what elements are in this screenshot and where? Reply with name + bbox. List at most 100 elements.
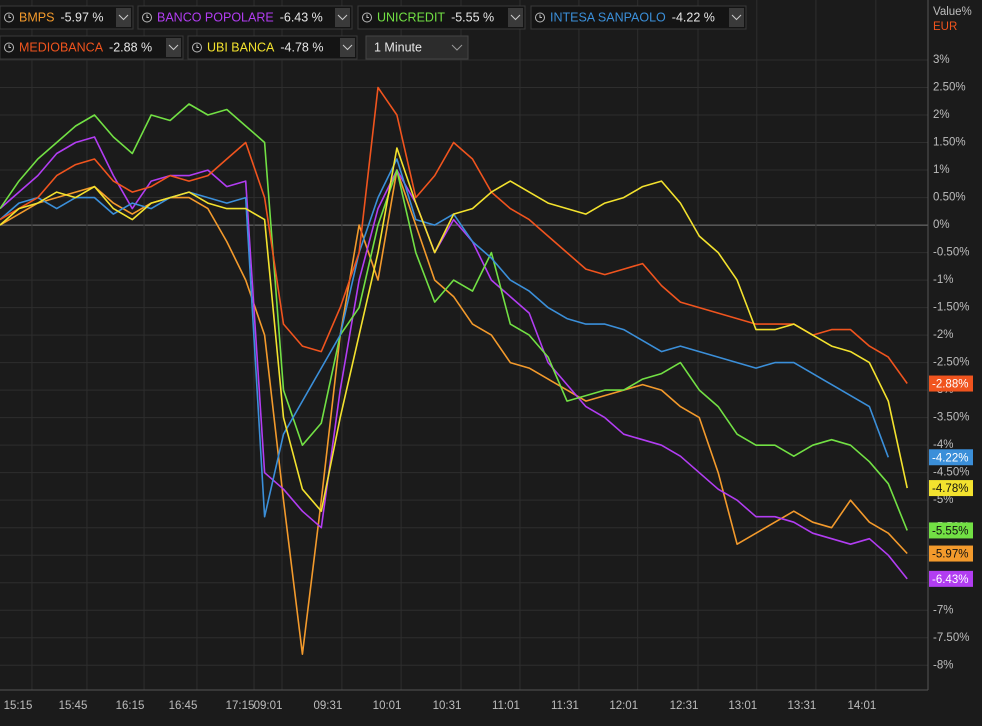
y-tick-label: 0% [933,219,950,231]
legend-box[interactable] [0,35,184,60]
interval-label[interactable]: 1 Minute [374,40,422,54]
x-tick-label: 16:45 [169,700,198,712]
legend-dropdown[interactable] [508,8,523,27]
x-tick-label: 12:31 [670,700,699,712]
y-tick-label: -1.50% [933,302,969,314]
legend-dropdown-arrow [731,14,742,21]
series-line [0,136,908,580]
y-tick-label: -2% [933,329,953,341]
value-tag [929,375,973,392]
legend-clock-icon [535,12,545,23]
series-line [0,103,908,531]
plot-lines [0,86,908,655]
series-line [0,86,908,384]
legend-value: -5.97 % [60,10,103,24]
legend-item[interactable]: BANCO POPOLARE -6.43 % [137,5,353,30]
value-tag [929,449,973,466]
x-tick-label: 17:15 [226,700,255,712]
value-tag-label: -5.55% [932,525,968,537]
legend-name: UNICREDIT [377,10,445,24]
value-tag-label: -2.88% [932,379,968,391]
legend-dropdown[interactable] [116,8,131,27]
legend-dropdown-arrow [168,44,179,51]
value-tag [929,480,973,497]
x-tick-label: 12:01 [609,700,638,712]
legend-value: -5.55 % [451,10,494,24]
grid [0,0,928,690]
y-tick-label: -8% [933,659,953,671]
legend-dropdown-arrow [118,14,129,21]
currency-label: EUR [933,21,957,33]
x-tick-label: 16:15 [116,700,145,712]
value-tag-label: -4.22% [932,452,968,464]
legend-name: INTESA SANPAOLO [550,10,666,24]
legend-item[interactable]: MEDIOBANCA -2.88 % [0,35,184,60]
legend-box[interactable] [0,5,134,30]
interval-selector[interactable]: 1 Minute [365,35,469,60]
y-tick-label: -3.50% [933,412,969,424]
legend-item[interactable]: BMPS -5.97 % [0,5,134,30]
y-tick-label: -4% [933,439,953,451]
legend-clock-icon [362,12,372,23]
legend-dropdown[interactable] [340,38,355,57]
legend-clock-icon [4,42,14,53]
x-tick-label: 13:01 [728,700,757,712]
legend-dropdown-arrow [510,14,521,21]
y-tick-label: -7.50% [933,632,969,644]
legend-clock-hand [8,44,11,48]
y-tick-label: -1% [933,274,953,286]
axis-labels: 3% 2.50% 2% 1.50% 1% 0.50% 0% -0.50% -1% -1.50% -2… [4,54,973,712]
legend-value: -4.22 % [672,10,715,24]
y-tick-label: -2.50% [933,357,969,369]
legend-clock-hand [539,14,542,18]
y-tick-label: 2.50% [933,82,966,94]
legend: BMPS -5.97 % BANCO POPOLARE -6.43 % UNICREDI… [0,5,747,60]
y-tick-label: 1.50% [933,137,966,149]
axis-title: Value% [933,6,972,18]
legend-dropdown[interactable] [729,8,744,27]
value-tag-label: -6.43% [932,574,968,586]
legend-item[interactable]: UNICREDIT -5.55 % [357,5,526,30]
legend-box[interactable] [137,5,353,30]
legend-dropdown-arrow [337,14,348,21]
legend-item[interactable]: UBI BANCA -4.78 % [187,35,358,60]
legend-name: BANCO POPOLARE [157,10,274,24]
x-tick-label: 15:45 [59,700,88,712]
value-tag-label: -4.78% [932,483,968,495]
x-tick-label: 11:01 [492,700,520,712]
value-tag [929,570,973,587]
legend-dropdown[interactable] [166,38,181,57]
legend-dropdown-arrow [342,44,353,51]
series-line [0,158,890,518]
legend-value: -4.78 % [280,40,323,54]
x-tick-label: 09:01 [254,700,283,712]
interval-box[interactable] [365,35,469,60]
value-tag [929,545,973,562]
x-tick-label: 11:31 [551,700,579,712]
y-tick-label: -0.50% [933,247,969,259]
x-tick-label: 10:01 [373,700,402,712]
legend-clock-hand [196,44,199,48]
y-tick-label: -4.50% [933,467,969,479]
y-tick-label: -5% [933,494,953,506]
legend-value: -6.43 % [280,10,323,24]
y-tick-label: 1% [933,164,950,176]
x-tick-label: 13:31 [788,700,817,712]
y-tick-label: 2% [933,109,950,121]
legend-item[interactable]: INTESA SANPAOLO -4.22 % [530,5,747,30]
y-tick-label: -7% [933,604,953,616]
x-tick-label: 14:01 [847,700,876,712]
series-line [0,147,908,512]
legend-box[interactable] [187,35,358,60]
dropdown-arrow [451,44,463,51]
legend-clock-icon [142,12,152,23]
x-tick-label: 10:31 [433,700,462,712]
legend-box[interactable] [357,5,526,30]
y-tick-label: 0.50% [933,192,966,204]
legend-clock-hand [146,14,149,18]
legend-clock-icon [4,12,14,23]
legend-dropdown[interactable] [335,8,350,27]
value-tag-label: -5.97% [932,549,968,561]
legend-box[interactable] [530,5,747,30]
